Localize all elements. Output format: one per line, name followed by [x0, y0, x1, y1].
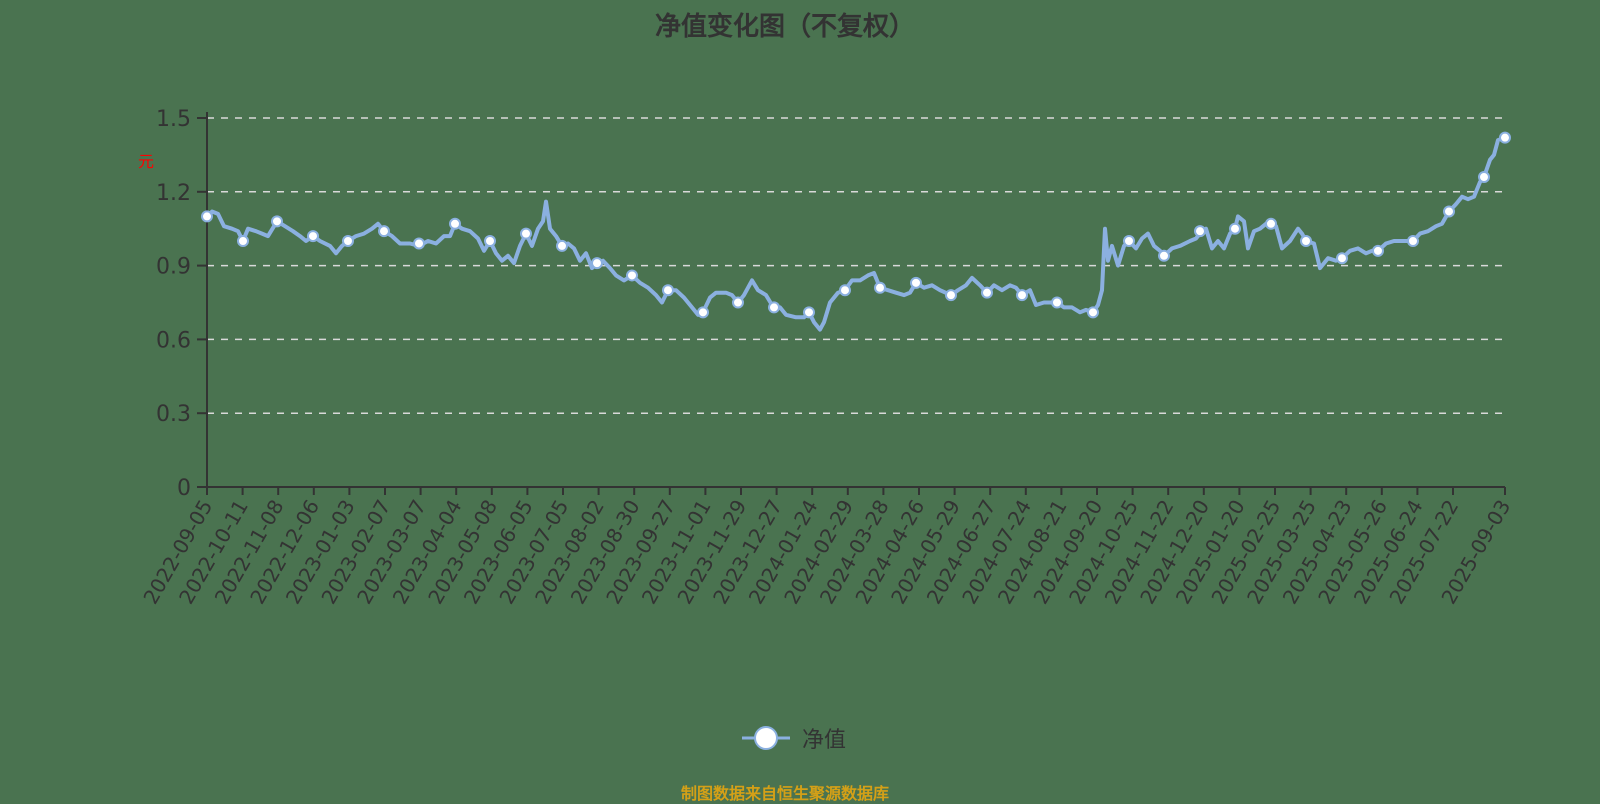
- data-point-marker[interactable]: [839, 284, 851, 297]
- data-point-marker[interactable]: [556, 239, 568, 252]
- data-point-marker[interactable]: [413, 237, 425, 250]
- y-tick-label: 1.5: [156, 107, 191, 132]
- data-point-marker[interactable]: [307, 230, 319, 243]
- legend-item-net-value[interactable]: 净值: [740, 722, 846, 754]
- data-point-marker[interactable]: [981, 286, 993, 299]
- data-point-marker[interactable]: [449, 217, 461, 230]
- data-point-marker[interactable]: [342, 235, 354, 247]
- data-point-marker[interactable]: [520, 227, 532, 240]
- series-net-value-line[interactable]: [201, 131, 1511, 332]
- data-point-marker[interactable]: [1158, 249, 1170, 262]
- data-point-marker[interactable]: [874, 281, 886, 294]
- y-tick-label: 0.3: [156, 402, 191, 427]
- data-point-marker[interactable]: [1123, 235, 1135, 247]
- data-point-marker[interactable]: [945, 289, 957, 302]
- data-point-marker[interactable]: [803, 306, 815, 319]
- data-point-marker[interactable]: [1336, 252, 1348, 265]
- data-source-note: 制图数据来自恒生聚源数据库: [680, 784, 889, 803]
- y-axis: 0 0.3 0.6 0.9 1.2 1.5: [156, 107, 208, 501]
- circle-marker-line-icon: [742, 726, 790, 750]
- chart-title: 净值变化图（不复权）: [654, 12, 915, 42]
- data-point-marker[interactable]: [1499, 131, 1511, 144]
- data-point-marker[interactable]: [910, 276, 922, 289]
- data-point-marker[interactable]: [237, 235, 249, 247]
- data-point-marker[interactable]: [1407, 235, 1419, 247]
- y-tick-label: 0: [177, 476, 191, 501]
- y-tick-label: 1.2: [156, 181, 191, 206]
- y-axis-unit-label: 元: [138, 152, 155, 171]
- data-point-marker[interactable]: [697, 306, 709, 319]
- data-point-marker[interactable]: [1016, 289, 1028, 302]
- data-point-marker[interactable]: [626, 269, 638, 282]
- data-point-marker[interactable]: [1478, 171, 1490, 184]
- data-point-marker[interactable]: [732, 296, 744, 309]
- x-axis: 2022-09-052022-10-112022-11-082022-12-06…: [138, 486, 1515, 608]
- data-point-marker[interactable]: [1051, 296, 1063, 309]
- data-point-marker[interactable]: [271, 215, 283, 228]
- y-tick-label: 0.9: [156, 255, 191, 280]
- data-point-marker[interactable]: [378, 225, 390, 238]
- data-point-marker[interactable]: [484, 235, 496, 247]
- data-point-marker[interactable]: [1372, 244, 1384, 257]
- data-point-marker[interactable]: [591, 257, 603, 270]
- data-point-marker[interactable]: [1229, 222, 1241, 235]
- data-point-marker[interactable]: [1087, 306, 1099, 319]
- y-tick-label: 0.6: [156, 328, 191, 353]
- legend-label: 净值: [802, 728, 847, 753]
- data-point-marker[interactable]: [1194, 225, 1206, 238]
- data-point-marker[interactable]: [768, 301, 780, 314]
- data-point-marker[interactable]: [1265, 217, 1277, 230]
- data-point-marker[interactable]: [662, 284, 674, 297]
- grid-lines: [207, 117, 1505, 414]
- data-point-marker[interactable]: [1300, 235, 1312, 247]
- data-point-marker[interactable]: [201, 210, 213, 223]
- data-point-marker[interactable]: [1443, 205, 1455, 218]
